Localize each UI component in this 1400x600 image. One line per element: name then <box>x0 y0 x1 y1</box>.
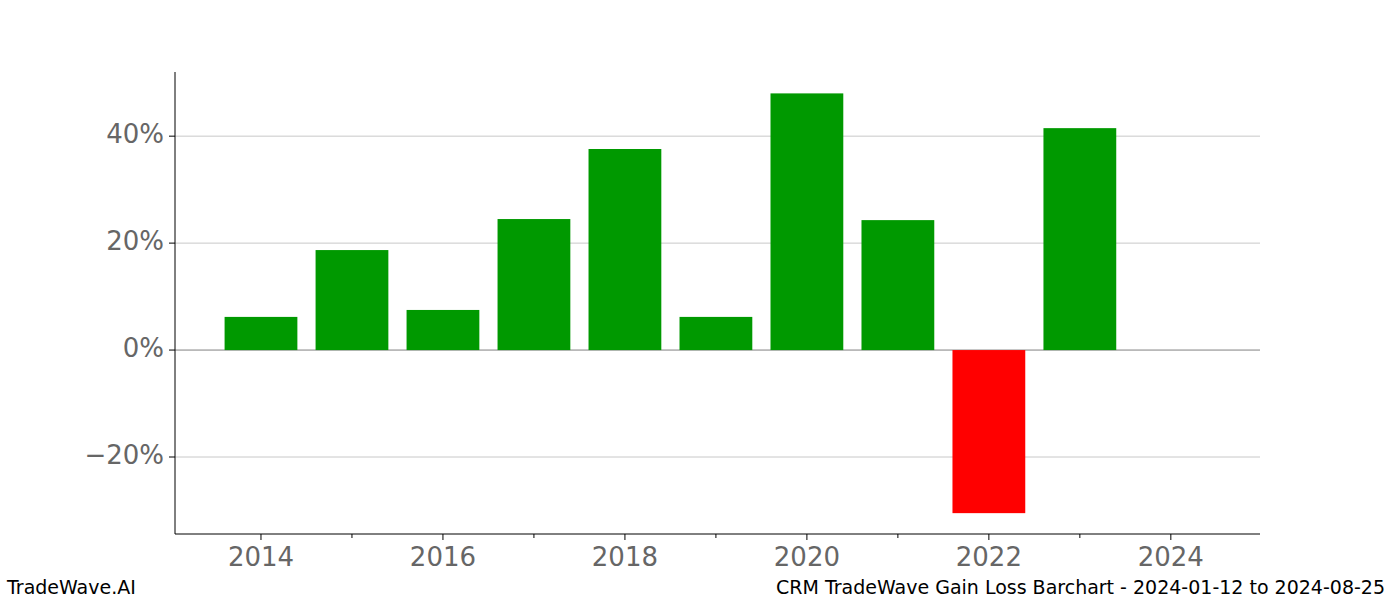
footer-left: TradeWave.AI <box>6 576 136 598</box>
bar <box>225 317 298 350</box>
y-tick-label: 0% <box>123 333 164 363</box>
y-tick <box>169 136 175 137</box>
y-tick-label: −20% <box>84 440 164 470</box>
x-minor-tick <box>1079 534 1080 538</box>
x-axis <box>175 534 1260 535</box>
bars <box>225 93 1117 513</box>
x-tick-label: 2020 <box>774 542 840 572</box>
y-tick-label: 40% <box>106 119 164 149</box>
title: CRM TradeWave Gain Loss Barchart - 2024-… <box>776 576 1385 598</box>
x-tick-label: 2018 <box>592 542 658 572</box>
x-tick <box>260 534 261 540</box>
x-tick <box>1170 534 1171 540</box>
x-tick <box>806 534 807 540</box>
x-tick <box>624 534 625 540</box>
bar <box>589 149 662 350</box>
x-tick <box>442 534 443 540</box>
y-tick <box>169 457 175 458</box>
x-tick-label: 2024 <box>1138 542 1204 572</box>
x-minor-tick <box>897 534 898 538</box>
bar <box>861 220 934 350</box>
background <box>0 0 1400 600</box>
x-tick-label: 2014 <box>228 542 294 572</box>
bar <box>770 93 843 350</box>
y-axis <box>175 72 176 534</box>
y-tick <box>169 350 175 351</box>
grid-line <box>175 457 1260 458</box>
x-tick <box>988 534 989 540</box>
chart: −20% 0% 20% 40% 2014 2016 2018 2020 2022 2024 Trad… <box>0 0 1400 600</box>
x-minor-tick <box>715 534 716 538</box>
y-tick <box>169 243 175 244</box>
bar <box>407 310 480 350</box>
x-tick-label: 2016 <box>410 542 476 572</box>
bar <box>1043 128 1116 350</box>
bar <box>316 250 389 350</box>
x-tick-label: 2022 <box>956 542 1022 572</box>
x-minor-tick <box>351 534 352 538</box>
x-minor-tick <box>533 534 534 538</box>
y-tick-label: 20% <box>106 226 164 256</box>
bar <box>680 317 753 350</box>
bar <box>498 219 571 350</box>
bar <box>952 350 1025 513</box>
